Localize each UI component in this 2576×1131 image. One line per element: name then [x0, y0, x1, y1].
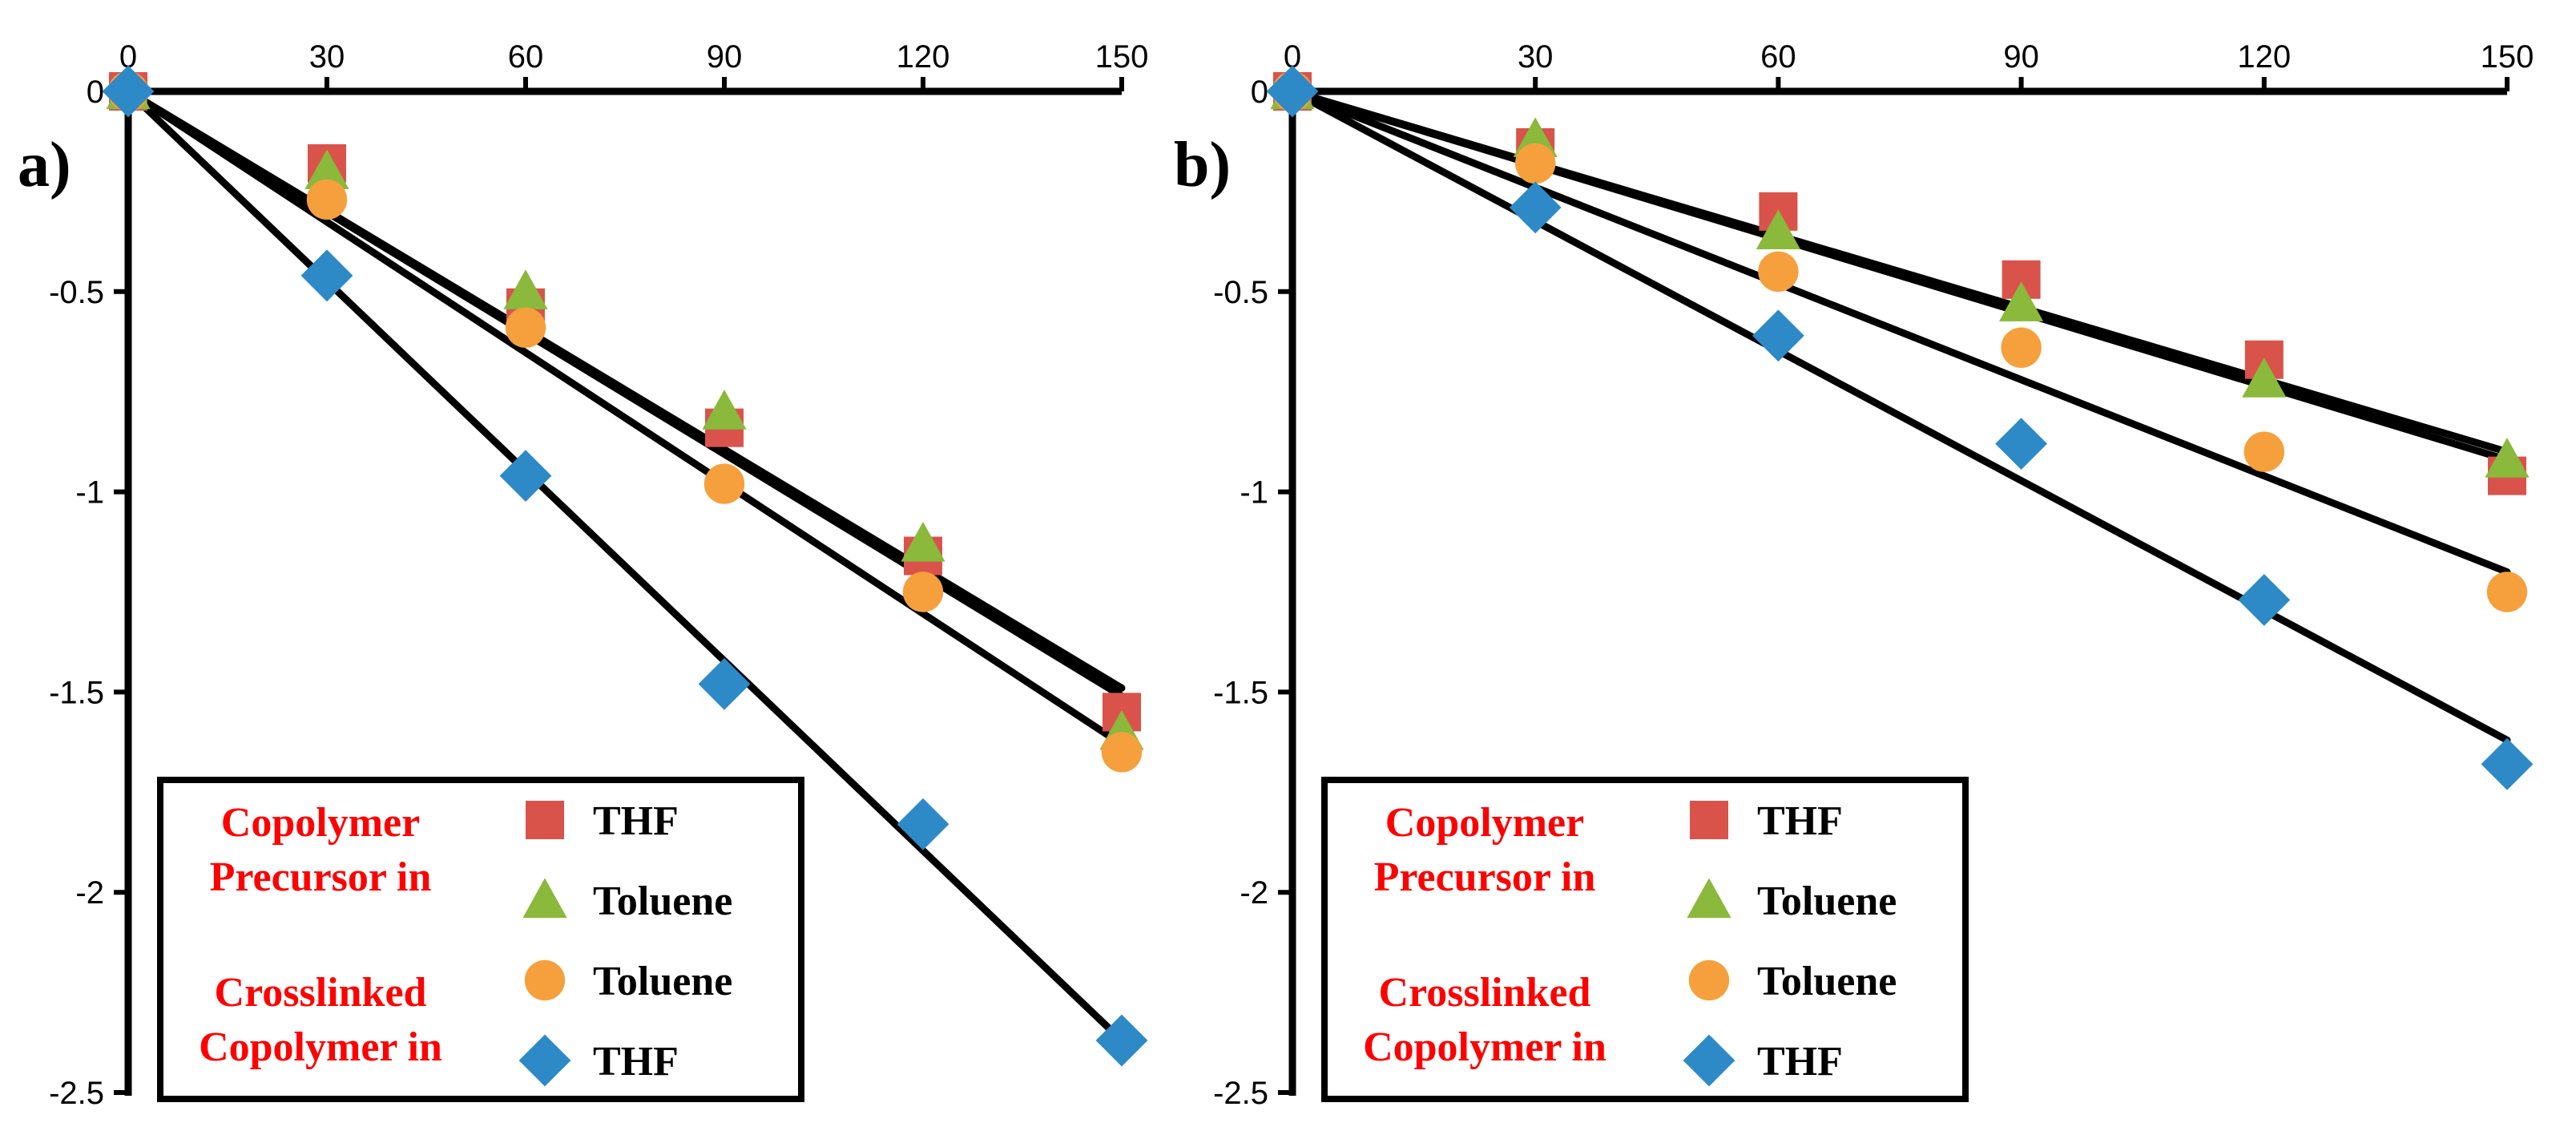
fit-line [124, 87, 1126, 1044]
data-point-diamond [1752, 309, 1804, 362]
data-point-diamond [2238, 574, 2291, 626]
x-tick-label: 0 [119, 39, 137, 75]
data-point-diamond [897, 798, 949, 850]
legend-marker-diamond [1683, 1034, 1735, 1087]
y-tick-label: 0 [87, 75, 104, 110]
legend-marker-triangle [522, 878, 567, 919]
data-point-diamond [1095, 1014, 1148, 1067]
y-tick-label: -0.5 [49, 275, 104, 310]
legend-group-label: Copolymer in [1363, 1024, 1606, 1070]
data-point-circle [1758, 251, 1799, 293]
x-tick-label: 30 [1518, 39, 1554, 75]
legend-group-label: Copolymer in [199, 1024, 442, 1070]
data-point-diamond [698, 658, 751, 710]
legend-entry-label: Toluene [1757, 879, 1897, 924]
panel-label: a) [18, 130, 71, 200]
data-point-triangle [2485, 438, 2530, 478]
legend-group-label: Crosslinked [215, 970, 427, 1016]
data-point-circle [2486, 572, 2528, 612]
fit-line [124, 87, 1126, 700]
x-tick-label: 150 [2481, 39, 2534, 75]
data-point-diamond [2481, 737, 2534, 790]
legend-marker-diamond [518, 1034, 571, 1087]
data-point-diamond [1266, 65, 1319, 118]
fit-line [1288, 87, 2511, 744]
data-point-circle [1101, 732, 1143, 773]
x-tick-label: 90 [707, 39, 743, 75]
y-tick-label: -1 [75, 475, 104, 511]
y-tick-label: 0 [1251, 75, 1268, 110]
legend-entry-label: Toluene [1757, 959, 1897, 1004]
data-point-triangle [901, 521, 945, 562]
data-point-circle [2001, 327, 2042, 368]
fit-line [1288, 87, 2511, 464]
legend-marker-triangle [1687, 878, 1731, 919]
y-tick-label: -2.5 [49, 1076, 104, 1111]
x-tick-label: 120 [897, 39, 950, 75]
legend-entry-label: Toluene [593, 959, 732, 1004]
fit-line [1288, 87, 2511, 576]
legend-group-label: Copolymer [221, 800, 420, 846]
data-point-triangle [2242, 357, 2287, 398]
data-point-triangle [702, 390, 747, 430]
legend-entry-label: Toluene [593, 879, 732, 924]
data-point-diamond [1509, 181, 1562, 234]
data-point-diamond [499, 450, 552, 503]
legend-entry-label: THF [1757, 1039, 1843, 1085]
legend-group-label: Crosslinked [1379, 970, 1591, 1016]
legend-marker-square [1690, 801, 1728, 839]
x-tick-label: 90 [2003, 39, 2039, 75]
panel-label: b) [1174, 130, 1231, 200]
data-point-triangle [503, 269, 548, 309]
x-tick-label: 60 [508, 39, 544, 75]
y-tick-label: -1 [1240, 475, 1268, 511]
y-tick-label: -2.5 [1213, 1076, 1268, 1111]
legend-marker-circle [1688, 959, 1730, 1001]
data-point-diamond [1995, 418, 2047, 471]
legend-marker-circle [524, 959, 566, 1001]
legend-group-label: Copolymer [1385, 800, 1584, 846]
y-tick-label: -2 [75, 875, 104, 911]
legend: Copolymer Precursor in Crosslinked Copolyme… [1321, 777, 1969, 1102]
legend-entry-label: THF [593, 798, 679, 844]
legend-box [1321, 777, 1969, 1102]
y-tick-label: -2 [1240, 875, 1268, 911]
data-point-circle [703, 463, 745, 504]
fit-line [124, 87, 1126, 748]
legend: Copolymer Precursor in Crosslinked Copolyme… [157, 777, 804, 1102]
legend-entry-label: THF [593, 1039, 679, 1085]
data-point-circle [505, 307, 546, 348]
x-tick-label: 60 [1760, 39, 1796, 75]
y-tick-label: -0.5 [1213, 275, 1268, 310]
data-point-diamond [300, 249, 353, 302]
data-point-circle [306, 179, 348, 220]
legend-entry-label: THF [1757, 798, 1843, 844]
x-tick-label: 30 [309, 39, 345, 75]
x-tick-label: 120 [2237, 39, 2291, 75]
data-point-triangle [1756, 209, 1800, 249]
chart-panel-b: 0 30 60 90 120 150 0 -0.5 -1 -1.5 -2 -2.5 b) Copolyme… [1174, 39, 2534, 1111]
legend-group-label: Precursor in [1374, 854, 1596, 900]
data-point-diamond [102, 65, 155, 118]
data-point-triangle [1999, 281, 2044, 321]
legend-marker-square [526, 801, 564, 839]
chart-panel-a: 0 30 60 90 120 150 0 -0.5 -1 -1.5 -2 -2.5 a) Copolyme… [18, 39, 1148, 1111]
y-tick-label: -1.5 [1213, 675, 1268, 710]
data-point-triangle [304, 149, 349, 189]
y-tick-label: -1.5 [49, 675, 104, 710]
legend-box [157, 777, 804, 1102]
x-tick-label: 0 [1284, 39, 1301, 75]
x-tick-label: 150 [1095, 39, 1149, 75]
data-point-circle [1515, 143, 1556, 184]
legend-group-label: Precursor in [210, 854, 432, 900]
data-point-circle [902, 572, 944, 612]
data-point-circle [2243, 431, 2284, 472]
